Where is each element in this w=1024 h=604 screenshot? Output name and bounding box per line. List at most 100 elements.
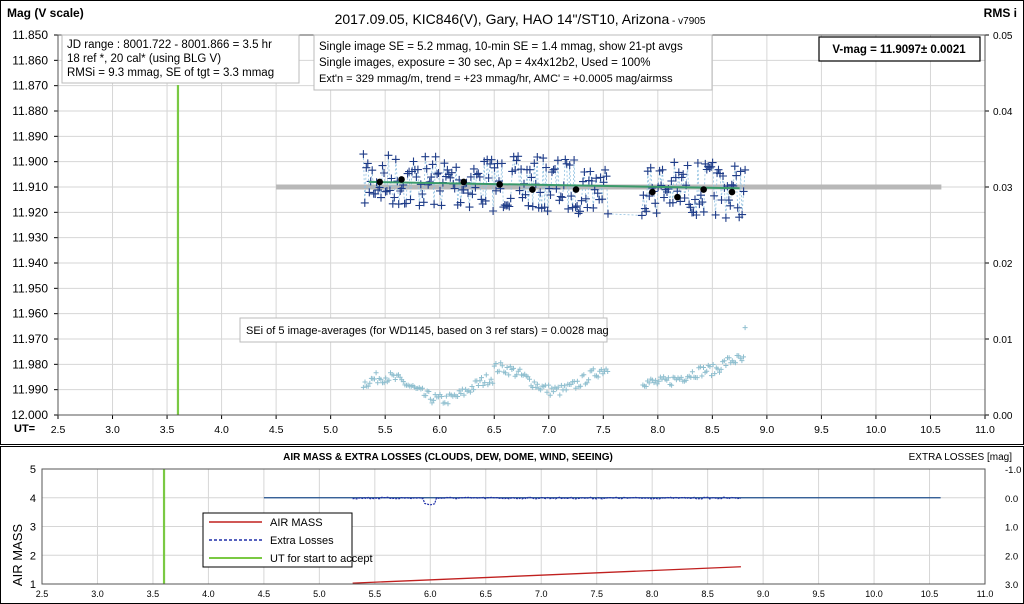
lower-x-tick-label: 7.0 bbox=[535, 589, 548, 599]
data-point bbox=[528, 202, 537, 211]
data-point bbox=[477, 195, 486, 204]
info-box-2 bbox=[313, 34, 713, 91]
data-point bbox=[567, 192, 576, 201]
data-point bbox=[707, 162, 716, 171]
upper-x-tick-label: 5.0 bbox=[323, 424, 338, 436]
rms-point bbox=[469, 384, 475, 389]
chart-title: 2017.09.05, KIC846(V), Gary, HAO 14"/ST1… bbox=[335, 11, 706, 27]
data-point bbox=[738, 210, 747, 219]
data-point bbox=[602, 172, 611, 181]
lower-y2-tick-label: 0.0 bbox=[1005, 494, 1018, 505]
upper-y-tick-label: 11.860 bbox=[12, 53, 48, 67]
data-point bbox=[698, 198, 707, 207]
rms-point bbox=[643, 384, 649, 389]
rms-point bbox=[586, 377, 592, 383]
data-point bbox=[674, 168, 683, 177]
data-point bbox=[380, 169, 388, 177]
data-point bbox=[363, 159, 372, 168]
extra-losses-line bbox=[352, 496, 741, 506]
data-point bbox=[564, 204, 573, 213]
rms-point bbox=[689, 369, 695, 375]
data-point bbox=[381, 187, 390, 196]
data-point bbox=[553, 156, 562, 165]
lower-y-tick-label: 1 bbox=[30, 579, 36, 591]
data-point bbox=[542, 163, 551, 172]
rms-point bbox=[550, 389, 556, 395]
data-point bbox=[581, 194, 590, 203]
data-point bbox=[586, 167, 595, 176]
upper-x-tick-label: 7.0 bbox=[541, 424, 556, 436]
lower-x-tick-label: 11.0 bbox=[977, 589, 994, 599]
data-point bbox=[475, 172, 484, 181]
rms-point bbox=[506, 372, 512, 378]
rms-point bbox=[741, 354, 746, 360]
rms-point bbox=[595, 374, 601, 380]
rms-point bbox=[490, 380, 496, 386]
vmag-box bbox=[818, 36, 981, 62]
rms-point bbox=[654, 381, 660, 387]
info-extinction: Ext'n = 329 mmag/m, trend = +23 mmag/hr,… bbox=[319, 73, 673, 85]
rms-point bbox=[574, 378, 580, 384]
rms-point bbox=[527, 376, 532, 382]
data-point bbox=[406, 195, 415, 204]
rms-point bbox=[590, 366, 596, 372]
data-point bbox=[403, 169, 412, 178]
upper-x-tick-label: 11.0 bbox=[975, 424, 995, 436]
data-point bbox=[724, 196, 733, 205]
data-point bbox=[489, 207, 498, 215]
data-point bbox=[651, 199, 660, 208]
trend-line bbox=[368, 180, 740, 190]
upper-y2-tick-label: 0.02 bbox=[993, 259, 1013, 270]
rms-point bbox=[710, 362, 716, 367]
data-point bbox=[549, 165, 558, 174]
data-point bbox=[593, 189, 602, 198]
data-point bbox=[686, 203, 695, 212]
upper-y2-tick-label: 0.00 bbox=[993, 411, 1013, 422]
data-point bbox=[427, 173, 436, 182]
rms-point bbox=[739, 358, 745, 364]
rms-point bbox=[423, 393, 429, 399]
airmass-line bbox=[352, 566, 741, 584]
data-point bbox=[726, 201, 735, 210]
data-point bbox=[670, 158, 679, 167]
rms-point bbox=[665, 375, 671, 381]
data-point bbox=[456, 198, 465, 207]
upper-x-tick-label: 3.5 bbox=[160, 424, 175, 436]
upper-y2-tick-label: 0.03 bbox=[993, 183, 1013, 194]
data-point bbox=[409, 157, 418, 166]
data-point bbox=[490, 163, 499, 172]
rms-point bbox=[707, 364, 713, 370]
data-point bbox=[425, 177, 434, 186]
upper-y-tick-label: 11.990 bbox=[12, 383, 48, 397]
upper-x-tick-label: 4.0 bbox=[214, 424, 229, 436]
info-box-1 bbox=[61, 34, 300, 84]
data-point bbox=[391, 155, 400, 164]
data-point bbox=[558, 193, 567, 202]
data-point bbox=[466, 172, 475, 181]
data-point bbox=[465, 203, 474, 212]
lower-x-tick-label: 3.0 bbox=[91, 589, 104, 599]
rms-point bbox=[549, 385, 555, 391]
rms-point bbox=[493, 361, 499, 366]
data-point bbox=[639, 191, 648, 200]
rms-point bbox=[392, 377, 398, 382]
upper-x-tick-label: 8.0 bbox=[651, 424, 666, 436]
data-point bbox=[573, 202, 582, 210]
data-point bbox=[708, 158, 717, 167]
rms-point bbox=[694, 375, 700, 381]
rms-point bbox=[546, 382, 552, 388]
data-point bbox=[497, 159, 506, 168]
rms-point bbox=[467, 389, 473, 395]
rms-point bbox=[563, 387, 569, 393]
data-point bbox=[390, 193, 399, 202]
data-point bbox=[696, 191, 705, 200]
data-point bbox=[419, 198, 428, 207]
avg-point bbox=[649, 188, 656, 196]
rms-point bbox=[480, 383, 486, 388]
data-point bbox=[443, 165, 452, 174]
data-point bbox=[637, 211, 646, 220]
avg-point bbox=[700, 186, 707, 193]
upper-x-tick-label: 9.5 bbox=[814, 424, 829, 436]
data-point bbox=[732, 171, 741, 180]
legend-ut-label: UT for start to accept bbox=[270, 553, 373, 565]
